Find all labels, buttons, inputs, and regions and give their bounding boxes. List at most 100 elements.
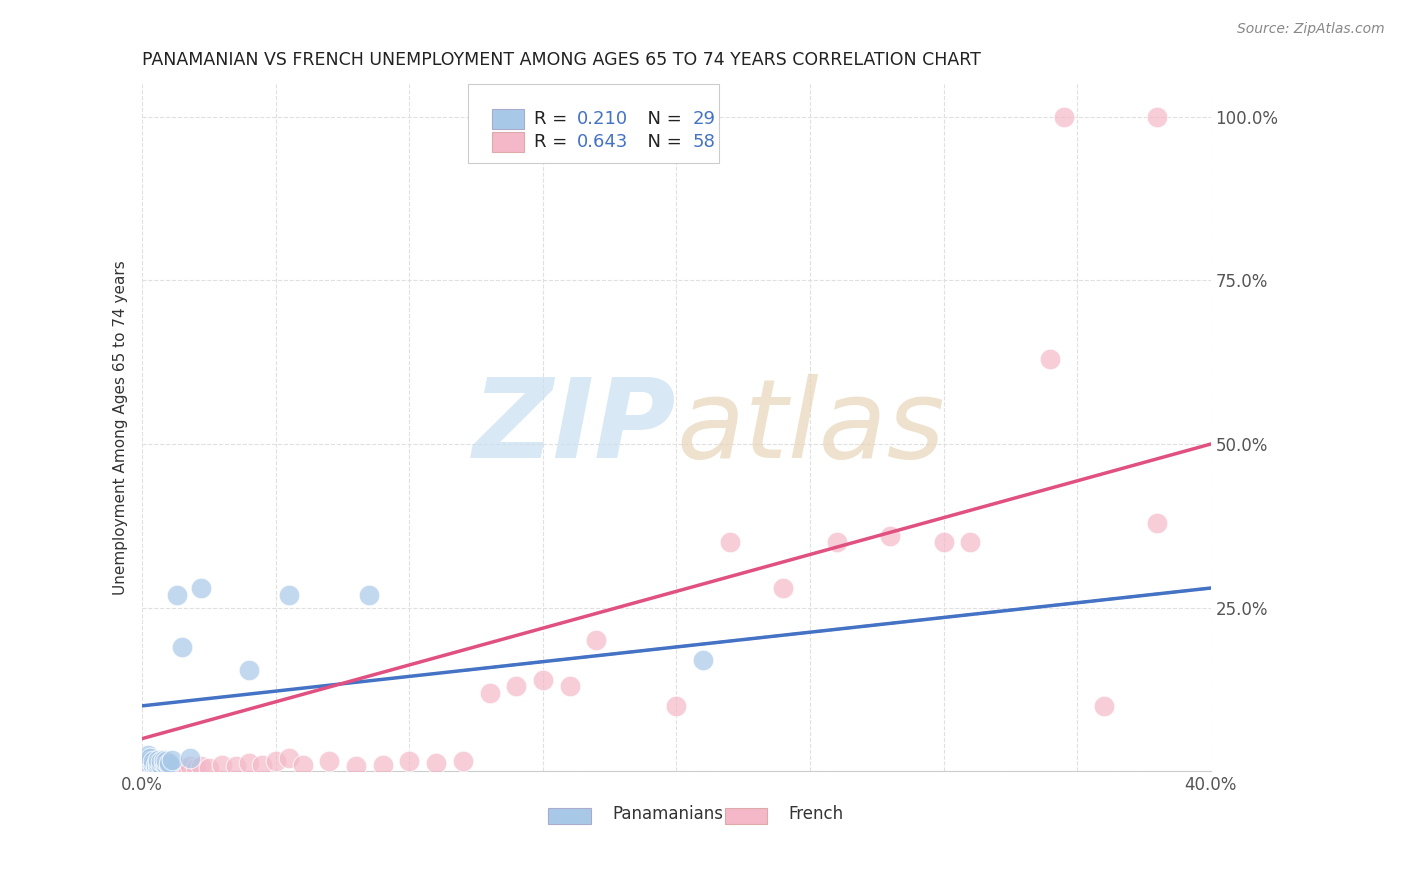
Point: [478, 686, 501, 700]
Point: [190, 759, 212, 773]
Point: [136, 759, 159, 773]
Point: [558, 679, 581, 693]
Point: [152, 759, 174, 773]
Point: [585, 633, 607, 648]
Point: [152, 756, 174, 771]
Point: [1039, 351, 1062, 366]
Text: atlas: atlas: [676, 375, 945, 481]
Text: N =: N =: [636, 133, 688, 151]
Point: [136, 747, 159, 762]
Point: [1146, 516, 1168, 530]
Y-axis label: Unemployment Among Ages 65 to 74 years: Unemployment Among Ages 65 to 74 years: [114, 260, 128, 595]
Point: [155, 761, 177, 775]
Point: [425, 756, 447, 771]
Point: [139, 755, 162, 769]
Point: [157, 761, 180, 775]
Point: [139, 755, 162, 769]
Point: [155, 757, 177, 772]
Point: [142, 761, 165, 775]
Point: [150, 761, 173, 775]
Point: [225, 759, 247, 773]
Point: [1053, 110, 1076, 124]
Point: [505, 679, 527, 693]
Point: [1146, 110, 1168, 124]
Point: [148, 756, 170, 771]
Point: [879, 529, 901, 543]
Point: [134, 761, 156, 775]
Point: [142, 757, 165, 772]
Point: [157, 757, 180, 772]
Point: [152, 752, 174, 766]
Point: [157, 759, 180, 773]
Point: [134, 755, 156, 769]
Text: ZIP: ZIP: [472, 375, 676, 481]
Point: [264, 755, 287, 769]
Text: 0.210: 0.210: [576, 110, 628, 128]
Point: [145, 761, 167, 775]
Point: [371, 757, 394, 772]
Point: [1092, 698, 1115, 713]
Point: [142, 759, 165, 773]
Point: [451, 755, 474, 769]
Point: [172, 761, 194, 775]
Point: [932, 535, 955, 549]
Point: [160, 761, 183, 775]
Point: [155, 755, 177, 769]
Point: [238, 756, 260, 771]
Point: [692, 653, 714, 667]
Point: [959, 535, 981, 549]
Text: French: French: [789, 805, 844, 823]
Point: [825, 535, 848, 549]
Point: [142, 755, 165, 769]
Point: [139, 761, 162, 775]
Text: R =: R =: [534, 110, 574, 128]
Point: [184, 761, 207, 775]
Point: [134, 755, 156, 769]
Point: [152, 761, 174, 775]
Point: [160, 752, 183, 766]
Text: 29: 29: [693, 110, 716, 128]
Point: [198, 761, 221, 775]
Point: [148, 759, 170, 773]
Text: Panamanians: Panamanians: [612, 805, 723, 823]
Text: 58: 58: [693, 133, 716, 151]
Text: R =: R =: [534, 133, 574, 151]
Point: [139, 757, 162, 772]
Point: [145, 759, 167, 773]
Point: [718, 535, 741, 549]
FancyBboxPatch shape: [468, 84, 720, 163]
Point: [145, 756, 167, 771]
Point: [150, 757, 173, 772]
Text: PANAMANIAN VS FRENCH UNEMPLOYMENT AMONG AGES 65 TO 74 YEARS CORRELATION CHART: PANAMANIAN VS FRENCH UNEMPLOYMENT AMONG …: [142, 51, 981, 69]
Bar: [492, 109, 523, 129]
Point: [252, 757, 274, 772]
Point: [139, 751, 162, 765]
Point: [136, 751, 159, 765]
Point: [398, 755, 420, 769]
Point: [278, 588, 301, 602]
Point: [145, 757, 167, 772]
Point: [179, 751, 201, 765]
Point: [157, 756, 180, 771]
Point: [148, 752, 170, 766]
Point: [238, 663, 260, 677]
Point: [163, 759, 186, 773]
Point: [145, 761, 167, 775]
Point: [359, 588, 381, 602]
Point: [190, 581, 212, 595]
Point: [291, 757, 314, 772]
Point: [344, 759, 367, 773]
Point: [150, 757, 173, 772]
Point: [665, 698, 688, 713]
Point: [531, 673, 554, 687]
Point: [772, 581, 794, 595]
Point: [157, 756, 180, 771]
Bar: [492, 132, 523, 153]
Text: Source: ZipAtlas.com: Source: ZipAtlas.com: [1237, 22, 1385, 37]
Point: [179, 759, 201, 773]
Bar: [548, 808, 591, 823]
Point: [166, 588, 188, 602]
Point: [278, 751, 301, 765]
Text: 0.643: 0.643: [576, 133, 628, 151]
Point: [318, 755, 340, 769]
